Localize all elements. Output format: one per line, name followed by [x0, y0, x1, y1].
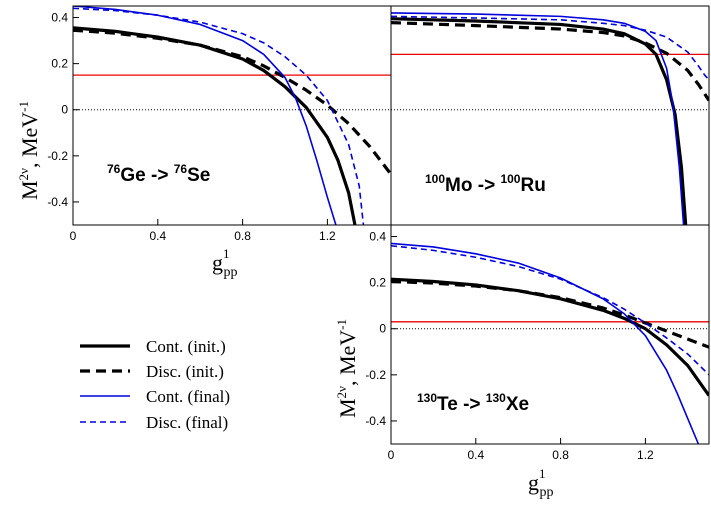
ytick-label-te-1: -0.2: [365, 368, 386, 382]
xtick-label-te-1: 0.4: [467, 448, 484, 462]
ylabel-top: M2ν, MeV-1: [16, 101, 42, 200]
legend-label-disc-init: Disc. (init.): [146, 362, 224, 381]
ytick-label-ge-4: 0.4: [51, 11, 68, 25]
ytick-label-ge-3: 0.2: [51, 57, 68, 71]
ytick-label-te-0: -0.4: [365, 414, 386, 428]
legend-label-cont-init: Cont. (init.): [146, 337, 226, 356]
legend-label-disc-final: Disc. (final): [146, 413, 228, 432]
series-mo-cont-final: [391, 12, 685, 225]
series-ge-cont-final: [73, 6, 337, 225]
series-te-disc-final: [391, 244, 709, 376]
series-ge-cont-init: [73, 26, 357, 225]
panel-ge-frame: [72, 5, 392, 226]
ytick-label-ge-1: -0.2: [47, 149, 68, 163]
ytick-label-te-4: 0.4: [369, 230, 386, 244]
ytick-label-ge-2: 0: [61, 103, 68, 117]
xtick-label-te-2: 0.8: [552, 448, 569, 462]
legend: Cont. (init.) Disc. (init.) Cont. (final…: [80, 337, 230, 432]
series-te-cont-init: [391, 277, 709, 397]
series-mo-disc-init: [391, 21, 709, 102]
ylabel-bottom: M2ν, MeV-1: [334, 319, 360, 418]
legend-label-cont-final: Cont. (final): [146, 387, 230, 406]
ytick-label-te-3: 0.2: [369, 276, 386, 290]
xtick-label-ge-1: 0.4: [149, 229, 166, 243]
series-ge-disc-init: [73, 28, 391, 176]
xtick-label-ge-3: 1.2: [319, 229, 336, 243]
reaction-label-mo: 100Mo -> 100Ru: [425, 172, 546, 196]
panel-mo-frame: [390, 5, 710, 226]
series-te-cont-final: [391, 242, 700, 444]
xlabel-top: g1 pp: [212, 246, 238, 280]
series-mo-disc-final: [391, 15, 709, 81]
xtick-label-ge-2: 0.8: [234, 229, 251, 243]
xtick-label-te-0: 0: [388, 448, 395, 462]
series-ge-disc-final: [73, 7, 365, 225]
series-te-disc-init: [391, 279, 709, 349]
xtick-label-ge-0: 0: [70, 229, 77, 243]
xlabel-bottom: g1 pp: [528, 466, 554, 500]
reaction-label-te: 130Te -> 130Xe: [417, 391, 529, 415]
panel-mo: 100Mo -> 100Ru: [390, 5, 710, 226]
panel-te: 0 0.4 0.8 1.2 -0.4 -0.2 0 0.2 0.4 130Te -> 130Xe: [365, 224, 710, 462]
xtick-label-te-3: 1.2: [637, 448, 654, 462]
ytick-label-te-2: 0: [379, 322, 386, 336]
ytick-label-ge-0: -0.4: [47, 195, 68, 209]
panel-ge: 0 0.4 0.8 1.2 -0.4 -0.2 0 0.2 0.4 76Ge -> 76Se: [47, 5, 392, 243]
panel-te-frame: [390, 224, 710, 445]
reaction-label-ge: 76Ge -> 76Se: [107, 162, 210, 186]
